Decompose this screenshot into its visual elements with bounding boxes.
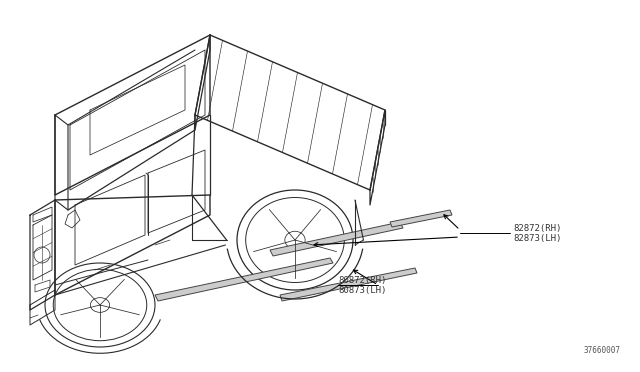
Polygon shape	[280, 268, 417, 301]
Text: 82872(RH): 82872(RH)	[513, 224, 561, 232]
Text: 80873(LH): 80873(LH)	[338, 285, 387, 295]
Polygon shape	[155, 258, 333, 301]
Polygon shape	[270, 222, 403, 256]
Text: 80872(RH): 80872(RH)	[338, 276, 387, 285]
Polygon shape	[390, 210, 452, 227]
Text: 37660007: 37660007	[583, 346, 620, 355]
Text: 82873(LH): 82873(LH)	[513, 234, 561, 243]
